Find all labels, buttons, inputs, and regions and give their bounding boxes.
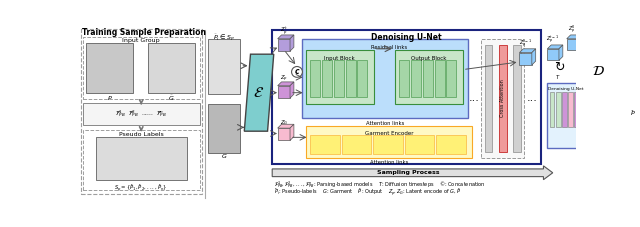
Text: $Z^{t-1}_p$: $Z^{t-1}_p$ [546,34,559,47]
Bar [513,45,521,152]
Text: Input Group: Input Group [122,38,160,43]
Bar [484,45,492,152]
Polygon shape [520,49,536,53]
Polygon shape [547,45,563,49]
Text: $\hat{P}_i$: Pseudo-labels    $G$: Garment    $\hat{P}$: Output    $Z_p, Z_G$: L: $\hat{P}_i$: Pseudo-labels $G$: Garment … [274,187,461,198]
Polygon shape [290,35,294,51]
Text: $\mathcal{F}^1_{PB}, \mathcal{F}^2_{PB},...,\mathcal{F}^n_{PB}$: Parsing-based m: $\mathcal{F}^1_{PB}, \mathcal{F}^2_{PB},… [274,179,485,190]
Bar [305,50,374,104]
Bar [305,126,472,158]
Text: $Z^{t-1}_p$: $Z^{t-1}_p$ [519,38,532,50]
Bar [278,86,290,98]
Bar [346,60,356,97]
Bar [148,43,195,93]
Text: $\circlearrowright$: $\circlearrowright$ [552,61,566,74]
Text: Attention links: Attention links [366,121,404,126]
Bar [447,60,456,97]
Bar [481,39,524,158]
Bar [310,60,320,97]
Text: $\hat{P}$: $\hat{P}$ [630,108,636,118]
Bar [272,30,541,164]
Bar [404,135,435,153]
Bar [333,60,344,97]
Text: $Z^0_p$: $Z^0_p$ [568,24,576,37]
Text: $\mathcal{D}$: $\mathcal{D}$ [592,64,605,78]
Bar [208,39,241,94]
Text: Sampling Process: Sampling Process [376,170,439,175]
Text: Attention links: Attention links [370,160,408,165]
Polygon shape [272,166,553,180]
Polygon shape [579,35,582,50]
Text: Residual links: Residual links [371,45,407,50]
Text: $\mathcal{F}^1_{PB}$  $\mathcal{F}^2_{PB}$  ......  $\mathcal{F}^n_{PB}$: $\mathcal{F}^1_{PB}$ $\mathcal{F}^2_{PB}… [115,108,167,119]
Text: G: G [221,154,227,159]
Text: $Z_p$: $Z_p$ [280,74,288,84]
Text: ...: ... [526,94,537,104]
Bar [322,60,332,97]
Bar [562,92,566,127]
Bar [547,83,584,148]
Circle shape [292,67,303,77]
Bar [357,60,367,97]
Text: Cross Attention: Cross Attention [500,80,505,117]
Bar [395,50,463,104]
Bar [547,49,559,60]
Bar [342,135,371,153]
Polygon shape [532,49,536,65]
Bar [399,60,410,97]
Bar [310,135,340,153]
Polygon shape [278,82,294,86]
Bar [278,39,290,51]
Polygon shape [290,82,294,98]
Text: $Z^t_p$: $Z^t_p$ [280,26,288,37]
Bar [83,131,200,190]
Bar [373,135,403,153]
Text: $S_p = \{\hat{P}_1, \hat{P}_2, ..., \hat{P}_n\}$: $S_p = \{\hat{P}_1, \hat{P}_2, ..., \hat… [115,182,168,194]
Bar [83,37,200,99]
Bar [301,39,468,118]
Text: $\mathcal{E}$: $\mathcal{E}$ [253,85,264,100]
Polygon shape [278,124,294,128]
Bar [81,29,202,194]
Bar [499,45,507,152]
Text: c: c [295,67,300,76]
Text: $\tilde{G}$: $\tilde{G}$ [168,94,175,103]
Polygon shape [584,37,612,106]
Bar [617,33,640,106]
Bar [278,128,290,141]
Bar [566,39,579,50]
Bar [556,92,561,127]
Polygon shape [559,45,563,60]
Bar [520,53,532,65]
Text: Training Sample Preparation: Training Sample Preparation [81,28,205,37]
Text: Pseudo Labels: Pseudo Labels [119,132,164,137]
Bar [95,137,187,180]
Bar [208,104,241,153]
Bar [436,135,466,153]
Polygon shape [290,124,294,141]
Polygon shape [566,35,582,39]
Bar [550,92,554,127]
Bar [83,104,200,125]
Text: Output Block: Output Block [411,56,447,61]
Text: Denoising U-Net: Denoising U-Net [548,86,584,91]
Text: $Z_G$: $Z_G$ [280,118,288,127]
Text: $T$: $T$ [556,74,561,81]
Text: Garment Encoder: Garment Encoder [365,131,413,136]
Polygon shape [244,54,274,131]
Bar [411,60,421,97]
Text: $\tilde{P}_i \in S_P$: $\tilde{P}_i \in S_P$ [213,33,235,43]
Text: Input Block: Input Block [324,56,355,61]
Bar [575,92,579,127]
Bar [568,92,573,127]
Bar [435,60,445,97]
Text: ...: ... [468,94,479,104]
Polygon shape [278,35,294,39]
Bar [86,43,132,93]
Text: Denoising U-Net: Denoising U-Net [371,33,442,42]
Bar [423,60,433,97]
Text: $P$: $P$ [107,94,113,102]
